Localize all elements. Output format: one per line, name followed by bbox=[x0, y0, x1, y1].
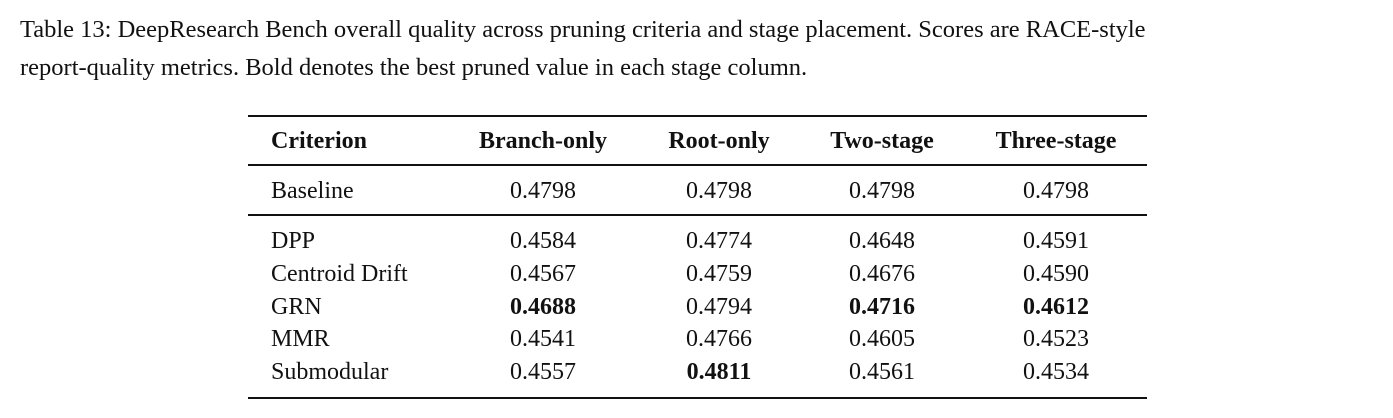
score-cell: 0.4591 bbox=[1023, 228, 1089, 254]
score-cell: 0.4648 bbox=[849, 228, 915, 254]
header-cell: Three-stage bbox=[995, 128, 1117, 154]
score-cell: 0.4557 bbox=[510, 359, 576, 385]
score-cell: 0.4794 bbox=[686, 294, 752, 320]
row-label: Baseline bbox=[271, 178, 354, 204]
score-cell: 0.4798 bbox=[510, 178, 576, 204]
score-cell: 0.4612 bbox=[1023, 294, 1089, 320]
top-rule bbox=[248, 115, 1147, 117]
score-cell: 0.4688 bbox=[510, 294, 576, 320]
score-cell: 0.4716 bbox=[849, 294, 915, 320]
score-cell: 0.4605 bbox=[849, 326, 915, 352]
score-cell: 0.4541 bbox=[510, 326, 576, 352]
header-cell: Root-only bbox=[668, 128, 770, 154]
score-cell: 0.4811 bbox=[686, 359, 752, 385]
caption-line: Table 13: DeepResearch Bench overall qua… bbox=[20, 16, 1146, 43]
score-cell: 0.4523 bbox=[1023, 326, 1089, 352]
score-cell: 0.4590 bbox=[1023, 261, 1089, 287]
bottom-rule bbox=[248, 397, 1147, 399]
score-cell: 0.4798 bbox=[849, 178, 915, 204]
score-cell: 0.4798 bbox=[686, 178, 752, 204]
score-cell: 0.4766 bbox=[686, 326, 752, 352]
row-label: GRN bbox=[271, 294, 322, 320]
caption-line: report-quality metrics. Bold denotes the… bbox=[20, 54, 808, 81]
header-cell: Criterion bbox=[271, 128, 367, 154]
score-cell: 0.4561 bbox=[849, 359, 915, 385]
header-cell: Two-stage bbox=[830, 128, 934, 154]
score-cell: 0.4759 bbox=[686, 261, 752, 287]
score-cell: 0.4584 bbox=[510, 228, 576, 254]
header-cell: Branch-only bbox=[478, 128, 608, 154]
score-cell: 0.4676 bbox=[849, 261, 915, 287]
row-label: MMR bbox=[271, 326, 330, 352]
score-cell: 0.4774 bbox=[686, 228, 752, 254]
mid-rule bbox=[248, 164, 1147, 166]
row-label: Centroid Drift bbox=[271, 261, 408, 287]
score-cell: 0.4534 bbox=[1023, 359, 1089, 385]
row-label: DPP bbox=[271, 228, 316, 254]
score-cell: 0.4798 bbox=[1023, 178, 1089, 204]
row-label: Submodular bbox=[271, 359, 389, 385]
score-cell: 0.4567 bbox=[510, 261, 576, 287]
mid-rule bbox=[248, 214, 1147, 216]
